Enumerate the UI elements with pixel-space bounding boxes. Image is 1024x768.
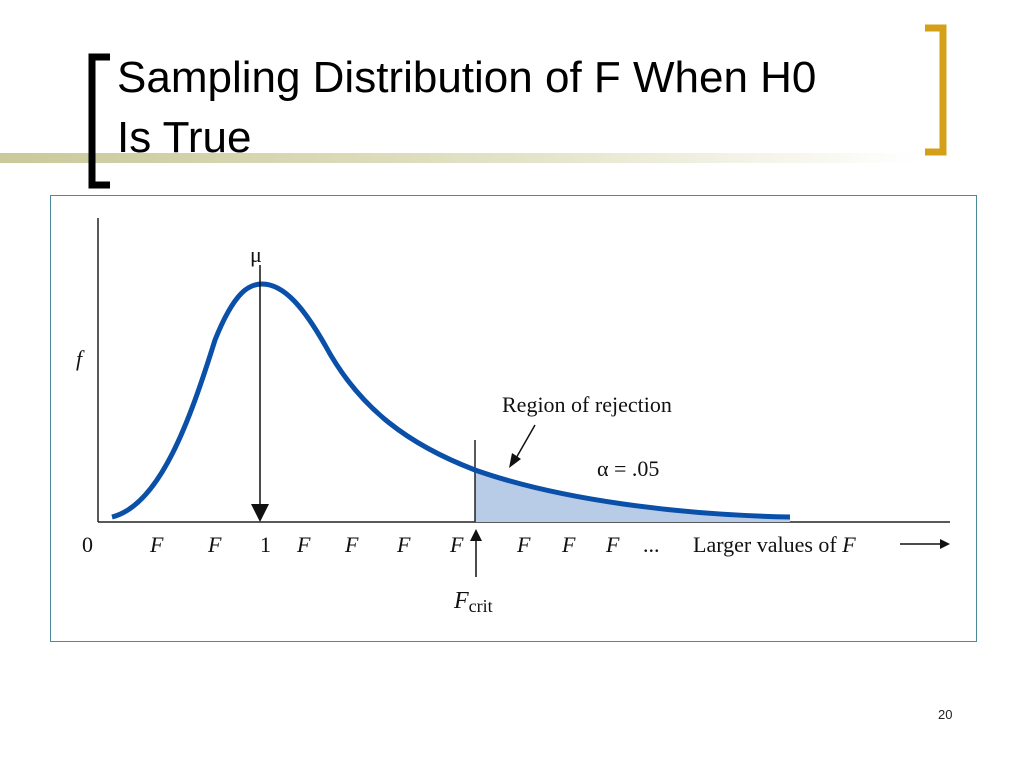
title-line: Is True	[117, 113, 252, 162]
mean-label: μ	[250, 242, 262, 267]
region-arrow	[514, 424, 536, 461]
critical-subscript: crit	[469, 596, 493, 616]
x-tick-label: F	[516, 532, 531, 557]
x-tick-label: F	[296, 532, 311, 557]
y-label: f	[76, 346, 85, 371]
x-tick-label: F	[561, 532, 576, 557]
x-arrowhead	[940, 539, 950, 549]
figure-frame	[50, 195, 977, 642]
x-tick-label: F	[396, 532, 411, 557]
density-curve	[111, 281, 791, 520]
x-label-text: Larger values of	[693, 532, 837, 557]
x-tick-label: F	[605, 532, 620, 557]
region-arrowhead	[509, 453, 521, 468]
critical-symbol: F	[453, 588, 469, 614]
rejection-region	[475, 470, 790, 522]
x-tick-label: F	[344, 532, 359, 557]
x-label-variable: F	[841, 532, 856, 557]
mean-arrowhead	[251, 504, 269, 522]
critical-arrowhead	[470, 529, 482, 541]
slide-title: Sampling Distribution of F When H0 Is Tr…	[117, 53, 829, 162]
x-label: Larger values of F	[693, 532, 856, 557]
x-tick-label: F	[449, 532, 464, 557]
x-tick-label: F	[149, 532, 164, 557]
title-line: Sampling Distribution of F When H0	[117, 53, 816, 102]
critical-label: Fcrit	[453, 588, 493, 616]
right-bracket	[925, 24, 947, 156]
x-tick-label: ...	[643, 532, 660, 557]
alpha-label: α = .05	[597, 456, 659, 481]
page-number: 20	[938, 707, 952, 722]
region-label: Region of rejection	[502, 392, 672, 417]
left-bracket	[88, 53, 110, 189]
x-tick-label: 1	[260, 532, 271, 557]
x-tick-label: F	[207, 532, 222, 557]
title-stripe	[0, 153, 920, 163]
x-tick-label: 0	[82, 532, 93, 557]
